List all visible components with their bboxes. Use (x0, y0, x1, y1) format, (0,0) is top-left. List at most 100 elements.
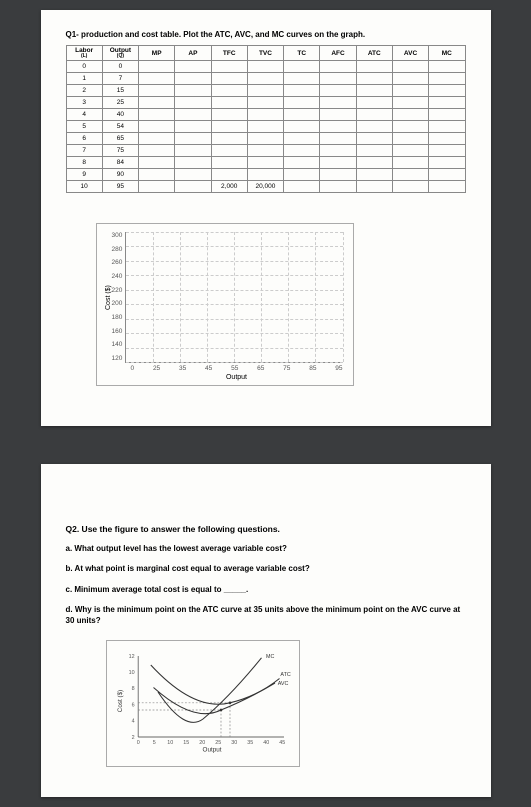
q2-chart-svg: 12108642 051015202530354045 MC ATC AVC C… (113, 647, 293, 755)
col-header: MP (139, 46, 175, 61)
atc-label: ATC (280, 672, 290, 678)
table-row: 554 (66, 121, 465, 133)
table-cell (356, 85, 392, 97)
table-cell (356, 145, 392, 157)
svg-text:2: 2 (131, 735, 134, 741)
table-cell (356, 157, 392, 169)
table-cell (356, 181, 392, 193)
page-2: Q2. Use the figure to answer the followi… (41, 464, 491, 797)
table-cell (429, 181, 465, 193)
table-cell: 5 (66, 121, 102, 133)
q1-chart-xaxis: 02535455565758595 (131, 365, 343, 372)
xtick: 85 (309, 365, 316, 372)
col-header: MC (429, 46, 465, 61)
table-cell (392, 133, 428, 145)
table-cell (284, 181, 320, 193)
table-cell (356, 133, 392, 145)
q1-chart: Cost ($) 300280260240220200180160140120 … (96, 223, 354, 386)
table-cell: 0 (66, 61, 102, 73)
table-cell (139, 133, 175, 145)
table-cell (429, 85, 465, 97)
table-cell (429, 73, 465, 85)
table-cell: 20,000 (247, 181, 283, 193)
svg-text:15: 15 (183, 740, 189, 746)
table-cell (247, 109, 283, 121)
ytick: 240 (112, 273, 123, 280)
col-header: AP (175, 46, 211, 61)
table-cell (247, 121, 283, 133)
table-cell (211, 97, 247, 109)
svg-text:20: 20 (199, 740, 205, 746)
table-cell (356, 61, 392, 73)
table-row: 990 (66, 169, 465, 181)
table-cell (139, 169, 175, 181)
q2-title: Q2. Use the figure to answer the followi… (66, 524, 466, 534)
q1-title: Q1- production and cost table. Plot the … (66, 30, 466, 39)
table-cell: 1 (66, 73, 102, 85)
table-cell (211, 133, 247, 145)
ytick: 220 (112, 287, 123, 294)
table-cell (247, 169, 283, 181)
svg-text:12: 12 (128, 654, 134, 660)
col-header: AVC (392, 46, 428, 61)
table-cell: 15 (102, 85, 138, 97)
table-row: 325 (66, 97, 465, 109)
xtick: 45 (205, 365, 212, 372)
table-cell (284, 109, 320, 121)
table-cell (429, 133, 465, 145)
table-cell (139, 157, 175, 169)
table-cell (247, 157, 283, 169)
table-cell: 6 (66, 133, 102, 145)
table-cell: 4 (66, 109, 102, 121)
table-cell (320, 73, 356, 85)
table-cell (139, 145, 175, 157)
table-cell (320, 121, 356, 133)
table-cell: 84 (102, 157, 138, 169)
table-row: 440 (66, 109, 465, 121)
svg-text:10: 10 (128, 670, 134, 676)
svg-text:30: 30 (231, 740, 237, 746)
table-cell: 2,000 (211, 181, 247, 193)
table-cell: 54 (102, 121, 138, 133)
ytick: 260 (112, 259, 123, 266)
table-cell (247, 145, 283, 157)
table-cell (429, 121, 465, 133)
table-cell (356, 73, 392, 85)
page-1: Q1- production and cost table. Plot the … (41, 10, 491, 426)
q1-chart-xlabel: Output (131, 374, 343, 381)
table-cell (320, 181, 356, 193)
table-cell (211, 73, 247, 85)
table-cell (211, 61, 247, 73)
ytick: 300 (112, 232, 123, 239)
table-row: 665 (66, 133, 465, 145)
table-cell (139, 109, 175, 121)
table-cell: 3 (66, 97, 102, 109)
svg-text:6: 6 (131, 702, 134, 708)
table-cell: 0 (102, 61, 138, 73)
table-cell (356, 169, 392, 181)
table-cell (211, 109, 247, 121)
table-cell (175, 133, 211, 145)
table-cell (320, 85, 356, 97)
table-cell (247, 133, 283, 145)
table-cell (392, 109, 428, 121)
table-cell (211, 121, 247, 133)
table-cell (139, 181, 175, 193)
col-header: TVC (247, 46, 283, 61)
col-header: ATC (356, 46, 392, 61)
table-cell (284, 97, 320, 109)
col-header: TFC (211, 46, 247, 61)
table-cell (211, 157, 247, 169)
xtick: 25 (153, 365, 160, 372)
table-row: 884 (66, 157, 465, 169)
q2-chart: 12108642 051015202530354045 MC ATC AVC C… (106, 640, 300, 767)
table-cell (392, 85, 428, 97)
table-cell (429, 169, 465, 181)
table-cell (392, 145, 428, 157)
table-cell: 65 (102, 133, 138, 145)
table-cell (175, 85, 211, 97)
xtick: 95 (335, 365, 342, 372)
table-cell (320, 157, 356, 169)
q2-d: d. Why is the minimum point on the ATC c… (66, 605, 466, 626)
col-header: Labor(L) (66, 46, 102, 61)
